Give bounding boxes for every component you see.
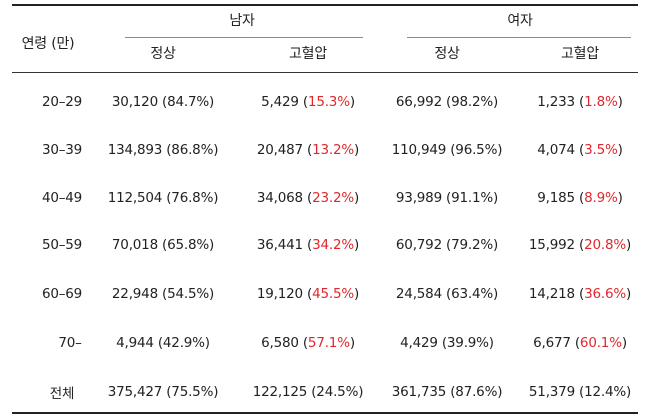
female-normal-cell: 60,792 (79.2%) bbox=[395, 237, 499, 253]
male-hyper-cell: 6,580 (57.1%) bbox=[261, 335, 355, 351]
female-hyper-count: 6,677 bbox=[533, 335, 571, 351]
male-normal-cell: 4,944 (42.9%) bbox=[116, 335, 210, 351]
male-group-rule bbox=[125, 37, 363, 38]
male-hyper-cell: 5,429 (15.3%) bbox=[261, 94, 355, 110]
male-hyper-cell: 36,441 (34.2%) bbox=[256, 237, 360, 253]
male-hyper-count: 20,487 bbox=[256, 142, 303, 158]
male-hyper-count: 5,429 bbox=[261, 94, 299, 110]
female-normal-cell: 110,949 (96.5%) bbox=[391, 142, 503, 158]
row-age-label: 70– bbox=[58, 335, 82, 351]
row-age-label: 50–59 bbox=[41, 237, 83, 253]
table-top-rule bbox=[12, 4, 638, 6]
male-normal-cell: 30,120 (84.7%) bbox=[111, 94, 215, 110]
male-normal-cell: 70,018 (65.8%) bbox=[111, 237, 215, 253]
female-normal-cell: 4,429 (39.9%) bbox=[400, 335, 494, 351]
row-age-label: 40–49 bbox=[41, 190, 83, 206]
female-hyper-header: 고혈압 bbox=[560, 46, 600, 62]
male-group-header: 남자 bbox=[229, 13, 255, 29]
male-hyper-cell: 19,120 (45.5%) bbox=[256, 286, 360, 302]
male-hyper-cell: 34,068 (23.2%) bbox=[256, 190, 360, 206]
total-male-hyper: 122,125 (24.5%) bbox=[252, 384, 364, 400]
male-hyper-count: 6,580 bbox=[261, 335, 299, 351]
female-hyper-count: 15,992 bbox=[528, 237, 575, 253]
header-bottom-rule bbox=[12, 72, 638, 73]
total-female-normal: 361,735 (87.6%) bbox=[391, 384, 503, 400]
female-hyper-cell: 4,074 (3.5%) bbox=[537, 142, 623, 158]
female-hyper-count: 1,233 bbox=[537, 94, 575, 110]
female-hyper-cell: 15,992 (20.8%) bbox=[528, 237, 632, 253]
female-hyper-count: 14,218 bbox=[528, 286, 575, 302]
row-age-label: 60–69 bbox=[41, 286, 83, 302]
row-age-label: 20–29 bbox=[41, 94, 83, 110]
male-hyper-cell: 20,487 (13.2%) bbox=[256, 142, 360, 158]
female-hyper-percent: 3.5% bbox=[584, 142, 618, 158]
male-hyper-count: 34,068 bbox=[256, 190, 303, 206]
female-normal-cell: 24,584 (63.4%) bbox=[395, 286, 499, 302]
female-normal-cell: 66,992 (98.2%) bbox=[395, 94, 499, 110]
male-hyper-percent: 23.2% bbox=[312, 190, 355, 206]
female-normal-header: 정상 bbox=[434, 46, 460, 62]
female-hyper-percent: 60.1% bbox=[579, 335, 622, 351]
total-male-normal: 375,427 (75.5%) bbox=[107, 384, 219, 400]
female-hyper-cell: 9,185 (8.9%) bbox=[537, 190, 623, 206]
female-hyper-cell: 1,233 (1.8%) bbox=[537, 94, 623, 110]
female-hyper-percent: 20.8% bbox=[584, 237, 627, 253]
male-hyper-percent: 13.2% bbox=[312, 142, 355, 158]
male-normal-header: 정상 bbox=[150, 46, 176, 62]
male-hyper-header: 고혈압 bbox=[288, 46, 328, 62]
male-hyper-percent: 45.5% bbox=[312, 286, 355, 302]
male-hyper-count: 36,441 bbox=[256, 237, 303, 253]
female-normal-cell: 93,989 (91.1%) bbox=[395, 190, 499, 206]
total-female-hyper: 51,379 (12.4%) bbox=[528, 384, 632, 400]
female-group-rule bbox=[407, 37, 631, 38]
total-row-label: 전체 bbox=[49, 386, 75, 402]
female-hyper-count: 9,185 bbox=[537, 190, 575, 206]
female-hyper-cell: 14,218 (36.6%) bbox=[528, 286, 632, 302]
table-bottom-rule bbox=[12, 412, 638, 414]
female-hyper-count: 4,074 bbox=[537, 142, 575, 158]
female-group-header: 여자 bbox=[507, 13, 533, 29]
female-hyper-percent: 1.8% bbox=[584, 94, 618, 110]
age-column-header: 연령 (만) bbox=[21, 36, 75, 52]
row-age-label: 30–39 bbox=[41, 142, 83, 158]
female-hyper-percent: 36.6% bbox=[584, 286, 627, 302]
female-hyper-cell: 6,677 (60.1%) bbox=[533, 335, 627, 351]
female-hyper-percent: 8.9% bbox=[584, 190, 618, 206]
male-hyper-count: 19,120 bbox=[256, 286, 303, 302]
male-hyper-percent: 15.3% bbox=[307, 94, 350, 110]
male-normal-cell: 134,893 (86.8%) bbox=[107, 142, 219, 158]
male-hyper-percent: 57.1% bbox=[307, 335, 350, 351]
male-normal-cell: 22,948 (54.5%) bbox=[111, 286, 215, 302]
male-hyper-percent: 34.2% bbox=[312, 237, 355, 253]
male-normal-cell: 112,504 (76.8%) bbox=[107, 190, 219, 206]
